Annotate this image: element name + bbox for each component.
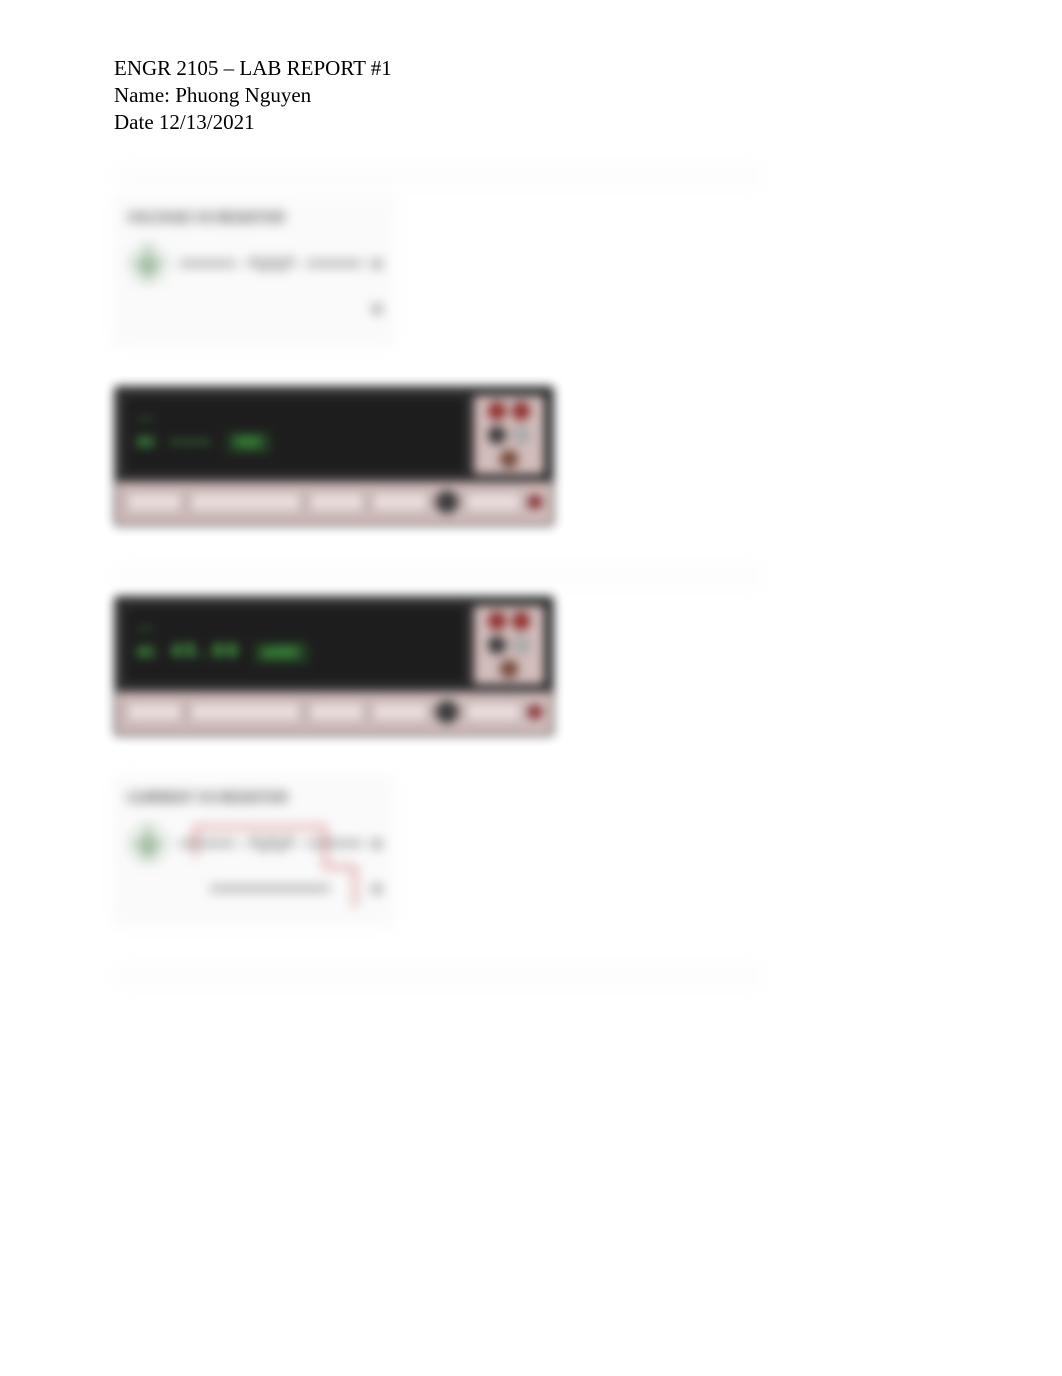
lcd-mode: DC	[137, 434, 156, 452]
multimeter-panel: DMM DC 45.00 mADC	[114, 596, 554, 736]
date-line: Date 12/13/2021	[114, 110, 948, 135]
circuit-title: CURRENT VS RESISTOR	[127, 789, 381, 805]
blurred-text-row	[114, 566, 764, 586]
func-button[interactable]	[308, 491, 365, 513]
circuit-schematic	[127, 243, 381, 285]
content-area: VOLTAGE VS RESISTOR	[114, 166, 764, 986]
func-button[interactable]	[126, 491, 183, 513]
circuit-figure-voltage: VOLTAGE VS RESISTOR	[114, 196, 764, 346]
lcd-display: DMM DC 45.00 mADC	[124, 606, 466, 684]
rotary-knob[interactable]	[435, 490, 459, 514]
circuit-lower-row	[127, 305, 381, 313]
func-button[interactable]	[308, 701, 365, 723]
date-label: Date	[114, 110, 154, 134]
func-button[interactable]	[465, 491, 522, 513]
circuit-figure-current: CURRENT VS RESISTOR	[114, 776, 764, 926]
multimeter-bottom-panel	[116, 482, 552, 524]
rotary-knob[interactable]	[435, 700, 459, 724]
multimeter-top: DMM DC 45.00 mADC	[116, 598, 552, 692]
date-value: 12/13/2021	[159, 110, 255, 134]
circuit-panel: VOLTAGE VS RESISTOR	[114, 196, 394, 346]
power-button[interactable]	[488, 402, 506, 420]
lcd-value: 45.00	[170, 641, 240, 664]
resistor-icon	[246, 257, 296, 271]
circuit-node-icon	[373, 260, 381, 268]
circuit-node-icon	[373, 885, 381, 893]
blurred-text-row	[114, 966, 764, 986]
course-line: ENGR 2105 – LAB REPORT #1	[114, 56, 948, 81]
input-terminal[interactable]	[528, 495, 542, 509]
name-value: Phuong Nguyen	[175, 83, 311, 107]
lcd-mode: DC	[137, 644, 156, 662]
func-button[interactable]	[189, 491, 302, 513]
range-button[interactable]	[488, 426, 506, 444]
circuit-node-icon	[373, 840, 381, 848]
aux-button[interactable]	[500, 660, 518, 678]
func-button[interactable]	[371, 491, 428, 513]
lcd-main-row: DC 45.00 mADC	[137, 641, 453, 664]
range-button[interactable]	[488, 636, 506, 654]
hold-button[interactable]	[512, 426, 530, 444]
lcd-unit: mADC	[254, 642, 308, 664]
func-button[interactable]	[465, 701, 522, 723]
report-header: ENGR 2105 – LAB REPORT #1 Name: Phuong N…	[114, 56, 948, 136]
lcd-display: DMM DC ——— VDC	[124, 396, 466, 474]
power-button[interactable]	[488, 612, 506, 630]
lcd-unit: VDC	[226, 432, 271, 454]
name-label: Name:	[114, 83, 170, 107]
multimeter-figure-2: DMM DC 45.00 mADC	[114, 596, 764, 736]
circuit-node-icon	[373, 305, 381, 313]
name-line: Name: Phuong Nguyen	[114, 83, 948, 108]
aux-button[interactable]	[500, 450, 518, 468]
lcd-main-row: DC ——— VDC	[137, 431, 453, 454]
probe-wire-icon	[185, 817, 365, 917]
side-button-cluster	[474, 396, 544, 474]
func-button[interactable]	[126, 701, 183, 723]
lcd-value: ———	[170, 431, 212, 454]
mode-button[interactable]	[512, 612, 530, 630]
mode-button[interactable]	[512, 402, 530, 420]
lcd-small-label: DMM	[137, 415, 453, 425]
hold-button[interactable]	[512, 636, 530, 654]
wire-segment	[179, 262, 236, 265]
input-terminal[interactable]	[528, 705, 542, 719]
multimeter-bottom-panel	[116, 692, 552, 734]
ground-icon	[127, 823, 169, 865]
multimeter-panel: DMM DC ——— VDC	[114, 386, 554, 526]
blurred-text-row	[114, 166, 764, 186]
multimeter-top: DMM DC ——— VDC	[116, 388, 552, 482]
wire-segment	[306, 262, 363, 265]
ground-icon	[127, 243, 169, 285]
circuit-panel: CURRENT VS RESISTOR	[114, 776, 394, 926]
lcd-small-label: DMM	[137, 625, 453, 635]
func-button[interactable]	[371, 701, 428, 723]
func-button[interactable]	[189, 701, 302, 723]
circuit-title: VOLTAGE VS RESISTOR	[127, 209, 381, 225]
multimeter-figure-1: DMM DC ——— VDC	[114, 386, 764, 526]
side-button-cluster	[474, 606, 544, 684]
